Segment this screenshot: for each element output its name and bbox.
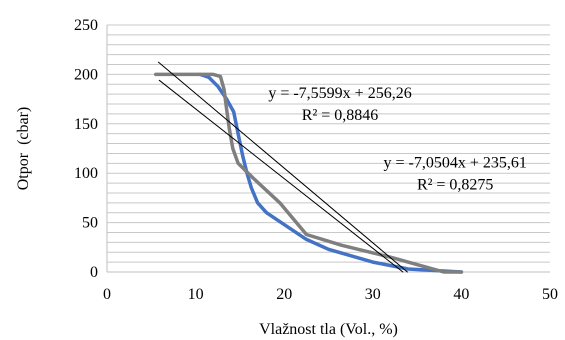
x-tick-label: 0	[103, 286, 111, 303]
y-tick-label: 50	[82, 215, 98, 232]
equation-text: y = -7,5599x + 256,26	[268, 85, 411, 102]
y-axis-title: Otpor (cbar)	[15, 107, 32, 191]
x-tick-label: 40	[453, 286, 469, 303]
trendline-3	[158, 79, 404, 273]
y-tick-label: 250	[74, 17, 98, 34]
annotations: y = -7,5599x + 256,26 R² = 0,8846 y = -7,0…	[268, 85, 527, 193]
y-tick-label: 150	[74, 116, 98, 133]
x-tick-label: 50	[542, 286, 558, 303]
r-squared-text: R² = 0,8275	[417, 176, 494, 193]
equation-text: y = -7,0504x + 235,61	[384, 154, 527, 171]
tick-labels: 0 50 100 150 200 250 0 10 20 30 40 50	[74, 17, 558, 303]
trendline-equation-0: y = -7,5599x + 256,26 R² = 0,8846	[268, 85, 411, 124]
y-tick-label: 200	[74, 66, 98, 83]
x-tick-label: 30	[365, 286, 381, 303]
r-squared-text: R² = 0,8846	[302, 107, 379, 124]
x-axis-title: Vlažnost tla (Vol., %)	[259, 321, 398, 338]
trendline-2	[157, 61, 408, 273]
series-line-1	[153, 72, 464, 274]
series-layer	[153, 61, 464, 274]
x-tick-label: 10	[188, 286, 204, 303]
axes	[106, 25, 550, 273]
x-tick-label: 20	[276, 286, 292, 303]
grid-lines	[107, 24, 550, 263]
y-tick-label: 100	[74, 165, 98, 182]
y-tick-label: 0	[90, 264, 98, 281]
trendline-equation-1: y = -7,0504x + 235,61 R² = 0,8275	[384, 154, 527, 193]
